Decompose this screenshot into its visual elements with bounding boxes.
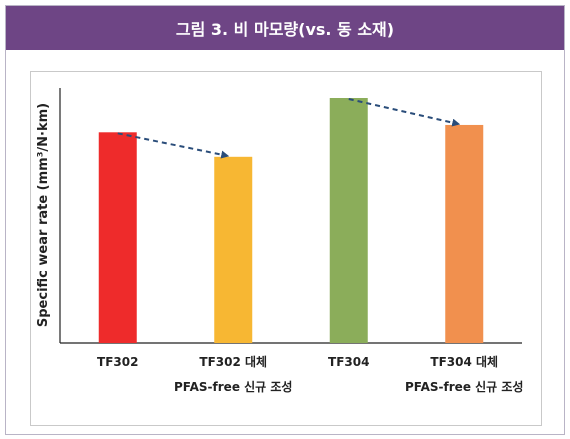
bar-4 [445, 124, 484, 343]
bar-2 [214, 156, 253, 343]
bar-1 [98, 132, 137, 343]
trend-arrow-1 [117, 132, 230, 159]
y-axis-label: Specific wear rate (mm³/N·km) [36, 103, 51, 327]
bar-3 [329, 98, 368, 343]
chart-axes [59, 88, 522, 344]
figure-title: 그림 3. 비 마모량(vs. 동 소재) [175, 20, 395, 39]
chart-bars [98, 98, 484, 343]
x-subcaption-2: PFAS-free 신규 조성 [174, 379, 292, 394]
trend-arrow-2 [348, 98, 461, 127]
figure-title-bar: 그림 3. 비 마모량(vs. 동 소재) [6, 6, 564, 50]
x-tick-label-4: TF304 대체 [430, 354, 498, 369]
x-tick-label-2: TF302 대체 [199, 354, 267, 369]
x-subcaption-4: PFAS-free 신규 조성 [405, 379, 523, 394]
x-tick-label-3: TF304 [328, 355, 369, 369]
chart-arrows [117, 98, 461, 159]
x-tick-label-1: TF302 [97, 355, 138, 369]
chart-labels: Specific wear rate (mm³/N·km) TF302 TF302 … [36, 103, 523, 394]
